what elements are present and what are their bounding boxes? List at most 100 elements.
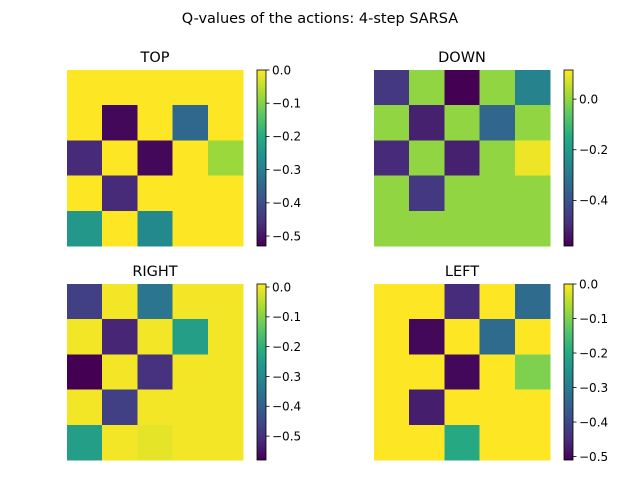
heatmap-cell <box>479 354 516 390</box>
colorbar-tick-label: −0.2 <box>272 340 301 354</box>
heatmap-cell <box>102 284 138 320</box>
heatmap-cell <box>514 354 551 390</box>
heatmap-cell <box>374 284 410 320</box>
heatmap-cell <box>409 424 445 461</box>
heatmap-cell <box>374 140 410 176</box>
colorbar-tick-label: 0.0 <box>579 277 598 291</box>
heatmap-cell <box>409 354 445 390</box>
heatmap-cell <box>409 175 445 212</box>
heatmap-cell <box>67 140 103 176</box>
heatmap-cell <box>137 389 173 426</box>
colorbar-frame <box>563 69 574 247</box>
heatmap-cell <box>479 105 516 141</box>
colorbar-frame <box>256 283 267 461</box>
heatmap-cell <box>137 319 173 355</box>
heatmap-cell <box>409 70 445 106</box>
colorbar-tick-label: −0.1 <box>272 97 301 111</box>
heatmap-cell <box>137 105 173 141</box>
heatmap-cell <box>102 319 138 355</box>
heatmap-cell <box>102 354 138 390</box>
heatmap-cell <box>102 140 138 176</box>
heatmap-cell <box>137 284 173 320</box>
heatmap-cell <box>409 389 445 426</box>
panel-title: DOWN <box>438 50 486 66</box>
colorbar-tick-label: −0.4 <box>272 400 301 414</box>
colorbar-frame <box>256 69 267 247</box>
heatmap-cell <box>207 175 244 212</box>
colorbar-frame <box>563 283 574 461</box>
heatmap-cell <box>444 140 480 176</box>
heatmap-cell <box>374 175 410 212</box>
heatmap-cell <box>479 140 516 176</box>
heatmap-cell <box>172 140 209 176</box>
heatmap-cell <box>444 175 480 212</box>
heatmap-cell <box>409 105 445 141</box>
panel-left: LEFT 0.0 −0.1 −0.2 −0.3 −0.4 −0.5 <box>374 264 608 464</box>
heatmap-cell <box>137 210 173 247</box>
colorbar-tick-label: −0.5 <box>272 429 301 443</box>
heatmap-cell <box>102 175 138 212</box>
heatmap-cell <box>409 140 445 176</box>
heatmap-cell <box>514 424 551 461</box>
heatmap-cell <box>444 424 480 461</box>
colorbar <box>257 284 266 460</box>
heatmap-cell <box>172 424 209 461</box>
heatmap-cell <box>444 284 480 320</box>
heatmap-cell <box>207 70 244 106</box>
heatmap-cell <box>374 70 410 106</box>
heatmap-cell <box>207 105 244 141</box>
heatmap-cell <box>409 319 445 355</box>
heatmap-cell <box>444 105 480 141</box>
heatmap-cell <box>444 70 480 106</box>
panel-title: LEFT <box>445 264 479 280</box>
heatmap-cell <box>374 319 410 355</box>
heatmap-cell <box>67 105 103 141</box>
heatmap-cell <box>172 175 209 212</box>
heatmap-cell <box>207 284 244 320</box>
panel-right: RIGHT 0.0 −0.1 −0.2 −0.3 −0.4 −0.5 <box>67 264 301 461</box>
colorbar-tick-label: −0.5 <box>272 229 301 243</box>
colorbar-tick-label: −0.1 <box>272 310 301 324</box>
colorbar-tick-label: −0.1 <box>579 312 608 326</box>
heatmap-cell <box>102 210 138 247</box>
colorbar <box>564 284 573 460</box>
heatmap-cell <box>67 284 103 320</box>
heatmap-cell <box>409 210 445 247</box>
heatmap-cell <box>514 140 551 176</box>
heatmap-cell <box>102 70 138 106</box>
heatmap-cell <box>479 70 516 106</box>
heatmap-panels: TOP 0.0 −0.1 −0.2 −0.3 −0.4 −0.5 DOWN 0.0 −0.2 −0.… <box>67 50 608 464</box>
heatmap-cell <box>137 424 173 461</box>
colorbar-tick-label: 0.0 <box>272 280 291 294</box>
heatmap-cell <box>374 424 410 461</box>
heatmap-cell <box>514 70 551 106</box>
heatmap-cell <box>207 354 244 390</box>
heatmap-cell <box>409 284 445 320</box>
colorbar-tick-label: −0.3 <box>272 163 301 177</box>
heatmap-cell <box>102 389 138 426</box>
panel-down: DOWN 0.0 −0.2 −0.4 <box>374 50 608 247</box>
heatmap-cell <box>479 424 516 461</box>
heatmap-cell <box>479 210 516 247</box>
heatmap-cell <box>67 70 103 106</box>
heatmap-cell <box>444 210 480 247</box>
heatmap-cell <box>514 319 551 355</box>
colorbar-tick-label: −0.5 <box>579 450 608 464</box>
heatmap-cell <box>374 105 410 141</box>
heatmap-cell <box>444 389 480 426</box>
heatmap-cell <box>207 140 244 176</box>
colorbar <box>564 70 573 246</box>
heatmap-cell <box>374 389 410 426</box>
figure-title: Q-values of the actions: 4-step SARSA <box>182 11 458 27</box>
heatmap-cell <box>67 175 103 212</box>
heatmap-cell <box>172 319 209 355</box>
heatmap-cell <box>67 389 103 426</box>
heatmap-cell <box>514 389 551 426</box>
heatmap-cell <box>207 319 244 355</box>
colorbar-tick-label: 0.0 <box>272 63 291 77</box>
colorbar-tick-label: −0.2 <box>579 346 608 360</box>
heatmap-cell <box>479 319 516 355</box>
colorbar-tick-label: −0.4 <box>579 415 608 429</box>
colorbar-tick-label: −0.2 <box>579 143 608 157</box>
panel-title: TOP <box>139 50 169 66</box>
